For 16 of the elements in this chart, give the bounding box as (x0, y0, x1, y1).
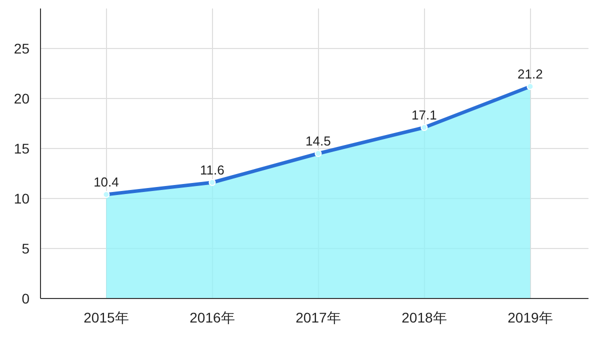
data-label: 11.6 (200, 162, 224, 178)
data-label: 10.4 (94, 174, 119, 190)
x-tick-label: 2019年 (508, 310, 553, 326)
y-tick-label: 15 (14, 140, 30, 156)
y-tick-label: 10 (14, 190, 30, 206)
y-tick-label: 0 (22, 290, 30, 306)
data-label: 14.5 (306, 134, 331, 148)
x-tick-label: 2017年 (296, 310, 341, 326)
x-tick-label: 2018年 (402, 310, 447, 326)
x-tick-label: 2016年 (190, 310, 235, 326)
y-tick-label: 25 (14, 40, 30, 56)
data-label: 17.1 (412, 108, 437, 122)
x-tick-label: 2015年 (84, 310, 129, 326)
data-label: 21.2 (518, 66, 543, 82)
y-tick-label: 20 (14, 90, 30, 106)
y-tick-label: 5 (22, 240, 30, 256)
